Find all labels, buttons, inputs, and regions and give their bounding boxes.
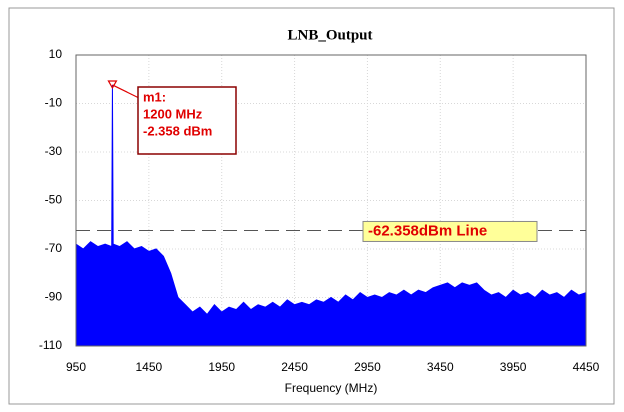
y-tick-label: 10 [49, 47, 63, 61]
x-tick-label: 1950 [208, 360, 235, 374]
marker-triangle [107, 80, 118, 90]
y-tick-label: -110 [39, 338, 62, 352]
marker-label: -2.358 dBm [143, 123, 212, 138]
marker-leader [112, 84, 140, 99]
y-tick-label: -30 [45, 144, 63, 158]
marker-label: m1: [143, 89, 166, 104]
x-tick-label: 950 [66, 360, 86, 374]
reference-label-box [362, 220, 538, 242]
marker-label: 1200 MHz [143, 106, 203, 121]
y-tick-label: -50 [45, 193, 63, 207]
reference-label: -62.358dBm Line [368, 222, 487, 239]
x-tick-label: 3450 [427, 360, 454, 374]
y-tick-label: -90 [45, 290, 63, 304]
x-axis-label: Frequency (MHz) [285, 381, 378, 395]
x-tick-label: 2950 [354, 360, 381, 374]
y-tick-label: -70 [45, 241, 63, 255]
y-tick-label: -10 [45, 96, 63, 110]
x-tick-label: 2450 [281, 360, 308, 374]
x-tick-label: 4450 [573, 360, 600, 374]
spectrum-area [75, 84, 587, 347]
plot-border [75, 54, 587, 347]
x-tick-label: 3950 [500, 360, 527, 374]
chart-title: LNB_Output [287, 27, 372, 43]
x-tick-label: 1450 [136, 360, 163, 374]
marker-box [137, 86, 237, 155]
